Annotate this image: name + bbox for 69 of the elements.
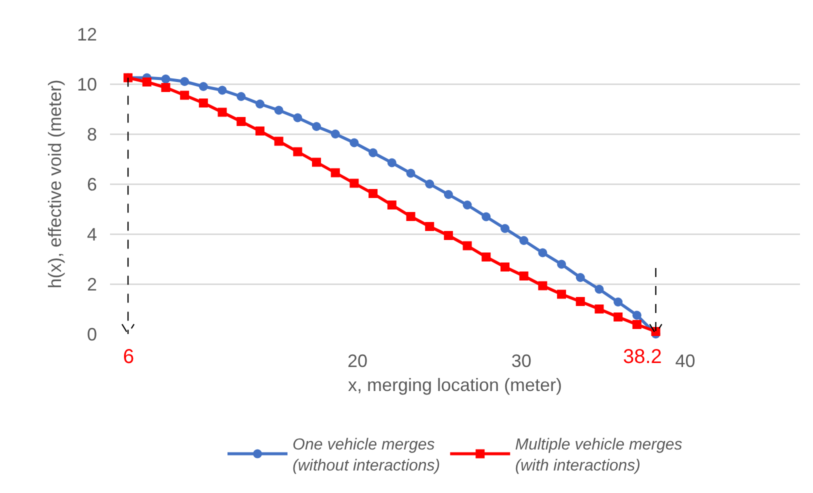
point [350, 138, 359, 148]
point [387, 200, 396, 210]
point [594, 304, 604, 314]
x-tick-label: 30 [511, 351, 532, 371]
point [293, 147, 302, 156]
point [218, 108, 227, 117]
x-tick-label: 20 [347, 351, 368, 371]
point [255, 100, 264, 108]
point [594, 284, 604, 294]
point [482, 212, 491, 222]
point [482, 252, 491, 262]
point [312, 122, 322, 131]
point [198, 98, 208, 108]
ref-line-label: 38.2 [623, 346, 662, 368]
point [293, 113, 302, 122]
point [406, 168, 416, 178]
x-axis-title: x, merging location (meter) [348, 375, 562, 396]
legend-label: Multiple vehicle merges (with interactions) [515, 436, 682, 474]
point [368, 189, 378, 198]
point [462, 200, 472, 210]
point [236, 117, 246, 126]
y-axis-title: h(x), effective void (meter) [45, 80, 66, 288]
point [576, 297, 585, 306]
x-tick-label: 40 [675, 351, 696, 371]
point [444, 190, 453, 199]
point [632, 320, 642, 329]
y-tick-label: 12 [76, 24, 97, 44]
point [500, 224, 510, 233]
y-tick-label: 4 [86, 224, 97, 244]
point [519, 236, 528, 245]
y-tick-label: 6 [86, 174, 97, 194]
point [330, 168, 340, 178]
y-tick-label: 10 [76, 74, 97, 94]
point [236, 92, 246, 101]
point [538, 281, 548, 290]
point [500, 262, 510, 272]
point [444, 231, 453, 240]
point [142, 78, 152, 86]
point [406, 212, 416, 221]
y-tick-label: 8 [86, 124, 97, 144]
point [198, 82, 208, 91]
point [387, 158, 396, 168]
ref-line-label: 6 [123, 346, 134, 368]
point [180, 77, 190, 86]
point [632, 310, 642, 320]
point [312, 158, 322, 167]
point [218, 86, 227, 95]
point [161, 74, 170, 84]
point [425, 222, 434, 231]
point [274, 136, 284, 146]
point [350, 178, 359, 188]
y-tick-label: 0 [86, 324, 97, 344]
point [462, 241, 472, 250]
legend-label: One vehicle merges (without interactions) [292, 436, 440, 474]
point [519, 272, 528, 280]
point [330, 130, 340, 138]
point [161, 83, 170, 92]
point [557, 260, 566, 269]
point [180, 90, 190, 100]
point [576, 273, 585, 282]
point [255, 126, 264, 136]
point [274, 106, 284, 115]
y-tick-label: 2 [86, 274, 97, 294]
point [368, 148, 378, 158]
point [614, 312, 623, 322]
point [557, 290, 566, 299]
point [614, 298, 623, 306]
point [538, 248, 548, 258]
point [425, 180, 434, 188]
